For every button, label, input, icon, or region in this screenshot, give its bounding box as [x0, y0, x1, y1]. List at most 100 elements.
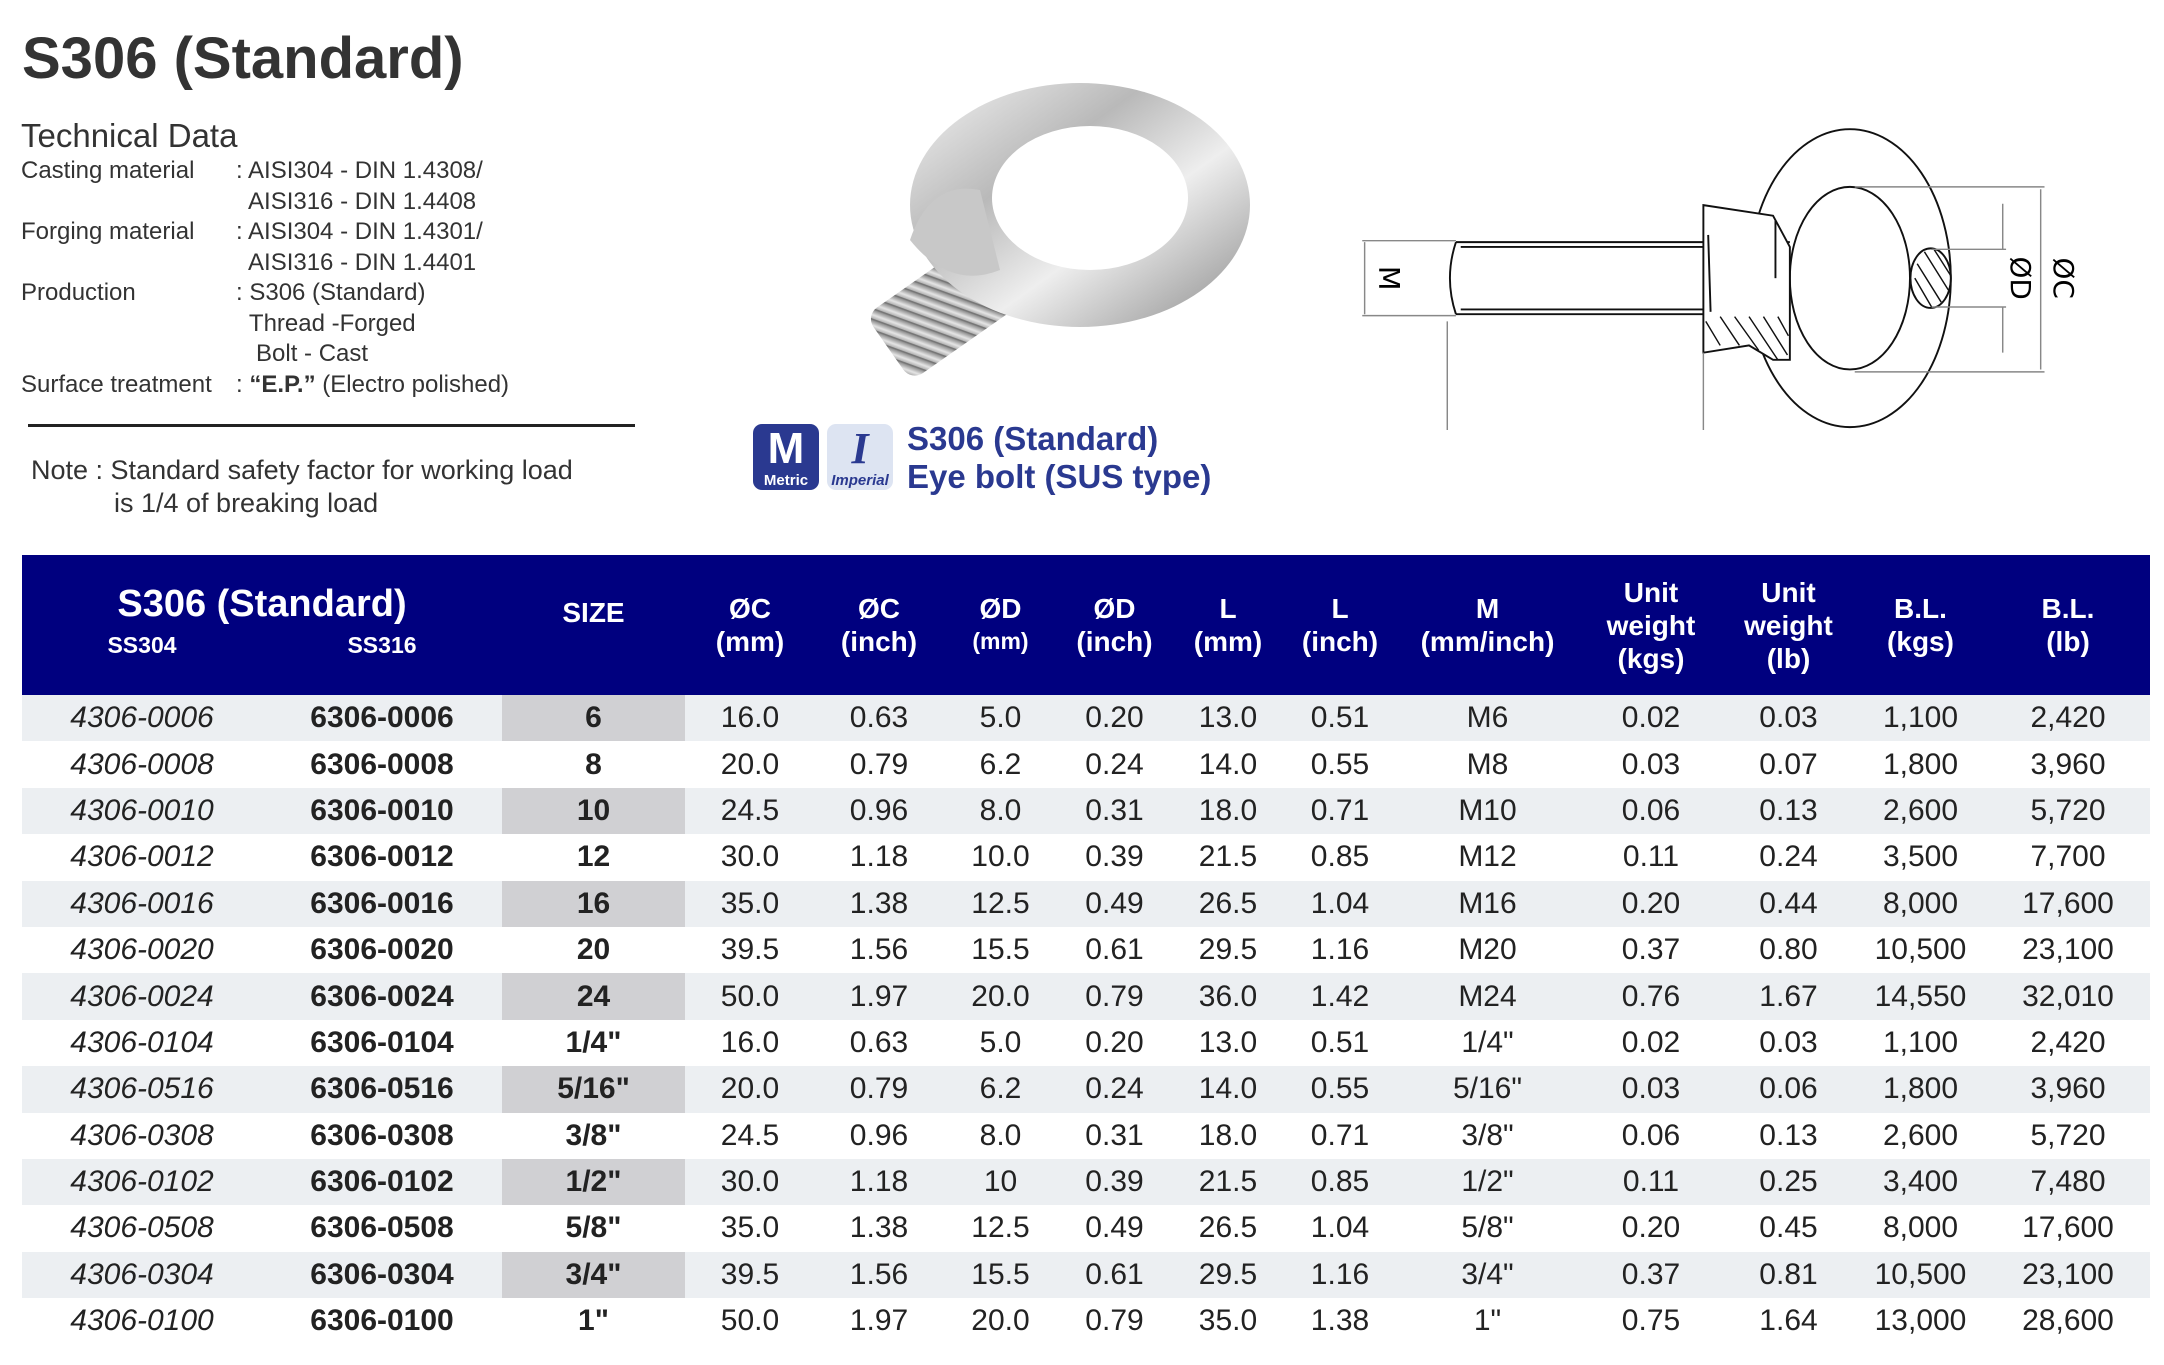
- table-cell: 3/8": [1461, 1118, 1514, 1152]
- page-title: S306 (Standard): [22, 26, 464, 91]
- table-cell: 1.64: [1759, 1304, 1818, 1338]
- spec-label: Surface treatment: [21, 370, 212, 398]
- table-cell: 35.0: [685, 880, 815, 927]
- table-cell: 10: [943, 1158, 1058, 1206]
- technical-data-heading: Technical Data: [21, 117, 238, 154]
- table-cell: 6306-0304: [262, 1251, 502, 1299]
- table-cell: 1.18: [815, 1158, 943, 1206]
- table-row: 4306-0104 6306-0104 1/4" 16.0 0.63 5.0 0.20 13.…: [22, 1020, 2150, 1066]
- table-cell: 12.5: [943, 880, 1058, 927]
- spec-value: : “E.P.” (Electro polished): [236, 370, 509, 400]
- table-cell: 5/16": [502, 1066, 685, 1113]
- table-cell: 0.02: [1621, 1025, 1681, 1059]
- table-cell: 0.31: [1058, 787, 1171, 835]
- table-row: 4306-0024 6306-0024 24 50.0 1.97 20.0 0.79 36.0…: [22, 973, 2150, 1020]
- table-cell: 10.0: [971, 840, 1030, 874]
- table-cell: 0.37: [1580, 1251, 1722, 1299]
- table-cell: 0.51: [1310, 1025, 1370, 1059]
- table-cell: 5/16": [1395, 1066, 1580, 1113]
- table-cell: 6306-0010: [262, 787, 502, 835]
- table-cell: M16: [1395, 880, 1580, 927]
- table-cell: 20: [576, 933, 611, 967]
- table-cell: 6.2: [979, 747, 1022, 781]
- table-cell: 0.07: [1759, 747, 1818, 781]
- column-header: Unit weight (kgs): [1580, 555, 1722, 695]
- metric-letter: M: [767, 424, 805, 473]
- table-cell: 0.11: [1622, 840, 1680, 874]
- table-cell: 8.0: [943, 787, 1058, 835]
- column-header: M (mm/inch): [1395, 555, 1580, 695]
- table-cell: 1.42: [1285, 973, 1395, 1020]
- column-header-line: (inch): [1301, 626, 1379, 657]
- table-cell: 39.5: [685, 1251, 815, 1299]
- column-header-line: SIZE: [562, 596, 625, 628]
- table-cell: 1,100: [1882, 1025, 1959, 1059]
- table-row: 4306-0516 6306-0516 5/16" 20.0 0.79 6.2 0.24 14…: [22, 1066, 2150, 1113]
- table-cell: 6306-0516: [262, 1066, 502, 1113]
- table-cell: 1": [1473, 1304, 1502, 1338]
- table-cell: 0.79: [849, 747, 909, 781]
- table-cell: 7,700: [2030, 840, 2106, 874]
- table-cell: 24: [502, 973, 685, 1020]
- table-cell: 4306-0020: [70, 933, 214, 967]
- table-cell: 0.13: [1759, 1118, 1818, 1152]
- dimension-label-m: M: [1372, 266, 1406, 291]
- table-row: 4306-0102 6306-0102 1/2" 30.0 1.18 10 0.39 21.5…: [22, 1158, 2150, 1206]
- table-cell: 20.0: [720, 747, 780, 781]
- table-cell: 3,960: [2030, 747, 2106, 781]
- spec-label: Forging material: [21, 218, 195, 245]
- table-cell: 0.55: [1285, 1066, 1395, 1113]
- column-header: ØC (mm): [685, 555, 815, 695]
- table-cell: 26.5: [1171, 880, 1285, 927]
- table-cell: 20.0: [685, 1066, 815, 1113]
- column-header-line: (mm/inch): [1420, 626, 1555, 657]
- spec-value: : S306 (Standard): [236, 279, 426, 306]
- table-cell: 10,500: [1855, 1251, 1986, 1299]
- column-header: L (inch): [1285, 555, 1395, 695]
- table-cell: 1.56: [849, 933, 909, 967]
- table-cell: 20.0: [943, 973, 1058, 1020]
- table-cell: 4306-0100: [70, 1304, 214, 1338]
- table-cell: 5/8": [1461, 1211, 1514, 1245]
- table-cell: 0.49: [1085, 1211, 1144, 1245]
- table-cell: 0.55: [1310, 747, 1370, 781]
- table-cell: 1.38: [815, 880, 943, 927]
- table-cell: 0.51: [1285, 695, 1395, 742]
- table-cell: 10,500: [1874, 933, 1967, 967]
- table-cell: 0.06: [1580, 787, 1722, 835]
- column-header-line: ØD: [979, 593, 1022, 624]
- product-title: S306 (Standard): [907, 420, 1159, 457]
- table-cell: 2,600: [1855, 787, 1986, 835]
- product-subtitle: Eye bolt (SUS type): [907, 458, 1212, 495]
- table-cell: 6306-0012: [310, 840, 454, 874]
- table-cell: 18.0: [1198, 1118, 1258, 1152]
- table-cell: 14.0: [1171, 1066, 1285, 1113]
- table-cell: 39.5: [720, 933, 780, 967]
- sub-header-ss316: SS316: [262, 621, 502, 695]
- table-row: 4306-0012 6306-0012 12 30.0 1.18 10.0 0.39 21.5…: [22, 834, 2150, 880]
- column-header-line: weight: [1606, 609, 1696, 641]
- table-cell: 0.76: [1580, 973, 1722, 1020]
- table-cell: 29.5: [1171, 1251, 1285, 1299]
- table-cell: 6.2: [943, 1066, 1058, 1113]
- column-header-line: (kgs): [1617, 642, 1685, 674]
- metric-badge: M Metric: [753, 424, 819, 490]
- table-cell: 4306-0006: [22, 695, 262, 742]
- table-cell: 5.0: [979, 1025, 1022, 1059]
- table-cell: 0.85: [1310, 840, 1370, 874]
- table-cell: 6306-0308: [310, 1118, 454, 1152]
- column-header-line: weight: [1744, 609, 1833, 641]
- table-row: 4306-0100 6306-0100 1" 50.0 1.97 20.0 0.79 35.0…: [22, 1298, 2150, 1344]
- spec-value-part: (Electro polished): [315, 370, 510, 398]
- column-header: B.L. (kgs): [1855, 555, 1986, 695]
- table-cell: 20.0: [971, 1304, 1030, 1338]
- spec-label: Production: [21, 279, 136, 306]
- table-cell: 35.0: [1198, 1304, 1258, 1338]
- column-header-line: Unit: [1623, 576, 1679, 608]
- divider: [28, 424, 635, 427]
- column-header-line: M: [1475, 593, 1500, 624]
- table-cell: 0.03: [1621, 747, 1681, 781]
- table-cell: 1,800: [1855, 1066, 1986, 1113]
- table-cell: 1,800: [1882, 747, 1959, 781]
- imperial-badge: I Imperial: [827, 424, 893, 490]
